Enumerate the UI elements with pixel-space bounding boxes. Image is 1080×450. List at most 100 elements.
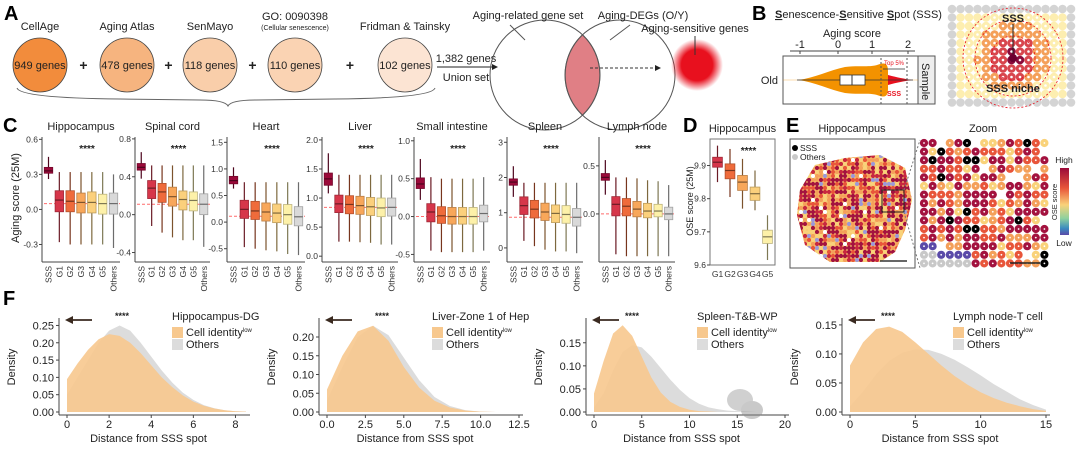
spot-center	[940, 228, 943, 230]
spot-center	[1018, 67, 1022, 70]
union-count: 1,382 genes	[436, 53, 497, 65]
tissue-spot	[814, 217, 820, 223]
spot-center	[1043, 219, 1046, 222]
tick-label: -1	[795, 39, 805, 51]
spot	[1058, 89, 1067, 99]
tissue-spot	[818, 209, 824, 215]
spot-center	[1018, 84, 1022, 87]
tissue-spot	[798, 197, 804, 203]
tissue-spot	[838, 201, 844, 207]
tissue-spot	[814, 213, 820, 219]
panel-label-e: E	[786, 115, 799, 137]
tissue-spot	[830, 181, 836, 187]
panel-label-c: C	[3, 115, 17, 137]
category-label: G1	[712, 269, 724, 279]
y-tick-label: 0.00	[293, 407, 314, 419]
spot-center	[1043, 236, 1046, 239]
tissue-spot	[890, 193, 896, 199]
y-tick-label: 0.10	[816, 349, 837, 361]
tissue-spot	[874, 161, 880, 167]
tissue-spot	[826, 161, 832, 167]
tissue-spot	[878, 213, 884, 219]
tissue-spot	[818, 213, 824, 219]
spot-center	[1000, 176, 1003, 179]
tissue-spot	[866, 155, 872, 159]
tissue-spot	[854, 221, 860, 227]
tissue-spot	[850, 257, 856, 262]
tissue-spot	[874, 201, 880, 207]
spot-center	[993, 33, 996, 36]
spot-center	[1043, 253, 1046, 256]
tissue-spot	[858, 229, 864, 235]
spot-center	[966, 236, 968, 239]
spot	[1041, 4, 1050, 14]
spot-center	[983, 236, 986, 239]
sample-strip	[917, 55, 936, 105]
significance-label: ****	[635, 144, 651, 155]
spot-center	[1052, 67, 1056, 70]
tissue-spot	[830, 241, 836, 247]
spot-center	[923, 253, 925, 256]
tissue-spot	[850, 201, 856, 207]
spot-center	[966, 167, 968, 170]
tissue-spot	[894, 181, 900, 187]
tissue-spot	[822, 221, 828, 227]
category-label: G4	[458, 266, 468, 278]
tissue-spot	[834, 245, 840, 251]
tissue-spot	[882, 173, 888, 179]
tissue-spot	[894, 213, 900, 219]
spot-center	[966, 219, 968, 222]
spot-center	[1017, 176, 1020, 179]
spot-center	[1026, 245, 1029, 248]
tissue-spot	[818, 221, 824, 227]
spot-center	[1044, 67, 1047, 70]
category-label: G2	[621, 266, 631, 278]
spot-center	[1001, 41, 1005, 45]
tissue-spot	[890, 181, 896, 187]
spot-center	[1027, 58, 1030, 62]
tissue-spot	[866, 197, 872, 203]
tissue-spot	[898, 217, 904, 223]
spot-center	[1052, 75, 1056, 79]
significance-label: ****	[881, 311, 896, 321]
legend-label-sss: SSS	[800, 143, 817, 153]
tissue-spot	[798, 213, 804, 219]
tissue-spot	[862, 205, 868, 211]
tissue-spot	[798, 205, 804, 211]
spot-center	[1010, 16, 1013, 19]
tissue-spot	[834, 237, 840, 243]
tissue-spot	[826, 185, 832, 191]
tissue-spot	[818, 217, 824, 223]
tissue-spot	[818, 173, 824, 179]
legend-name: Cell identity	[446, 327, 503, 339]
category-label: G5	[98, 266, 108, 278]
spot	[1007, 98, 1016, 107]
spot-center	[1034, 253, 1037, 256]
panel-label-d: D	[683, 115, 697, 137]
x-tick-label: 20	[779, 419, 791, 431]
y-tick-label: 0.0	[211, 217, 223, 227]
tissue-spot	[858, 249, 864, 255]
spot-center	[1001, 33, 1005, 36]
tissue-spot	[802, 233, 808, 239]
spot	[1049, 4, 1059, 14]
tissue-spot	[870, 257, 876, 262]
spot-center	[1010, 67, 1013, 70]
spot-center	[974, 193, 977, 196]
tissue-spot	[842, 157, 848, 163]
y-axis-label: Density	[266, 348, 278, 385]
spot-center	[957, 185, 960, 187]
tissue-spot	[870, 205, 876, 211]
spot-center	[948, 159, 951, 162]
spot-center	[1026, 253, 1029, 256]
tissue-spot	[806, 193, 812, 199]
legend-swatch	[172, 339, 183, 350]
tissue-spot	[882, 197, 888, 203]
spot	[1066, 21, 1076, 31]
tissue-spot	[842, 169, 848, 175]
tissue-spot	[862, 165, 868, 171]
tissue-spot	[822, 173, 828, 179]
tissue-spot	[802, 197, 808, 203]
union-label: Union set	[443, 72, 489, 84]
